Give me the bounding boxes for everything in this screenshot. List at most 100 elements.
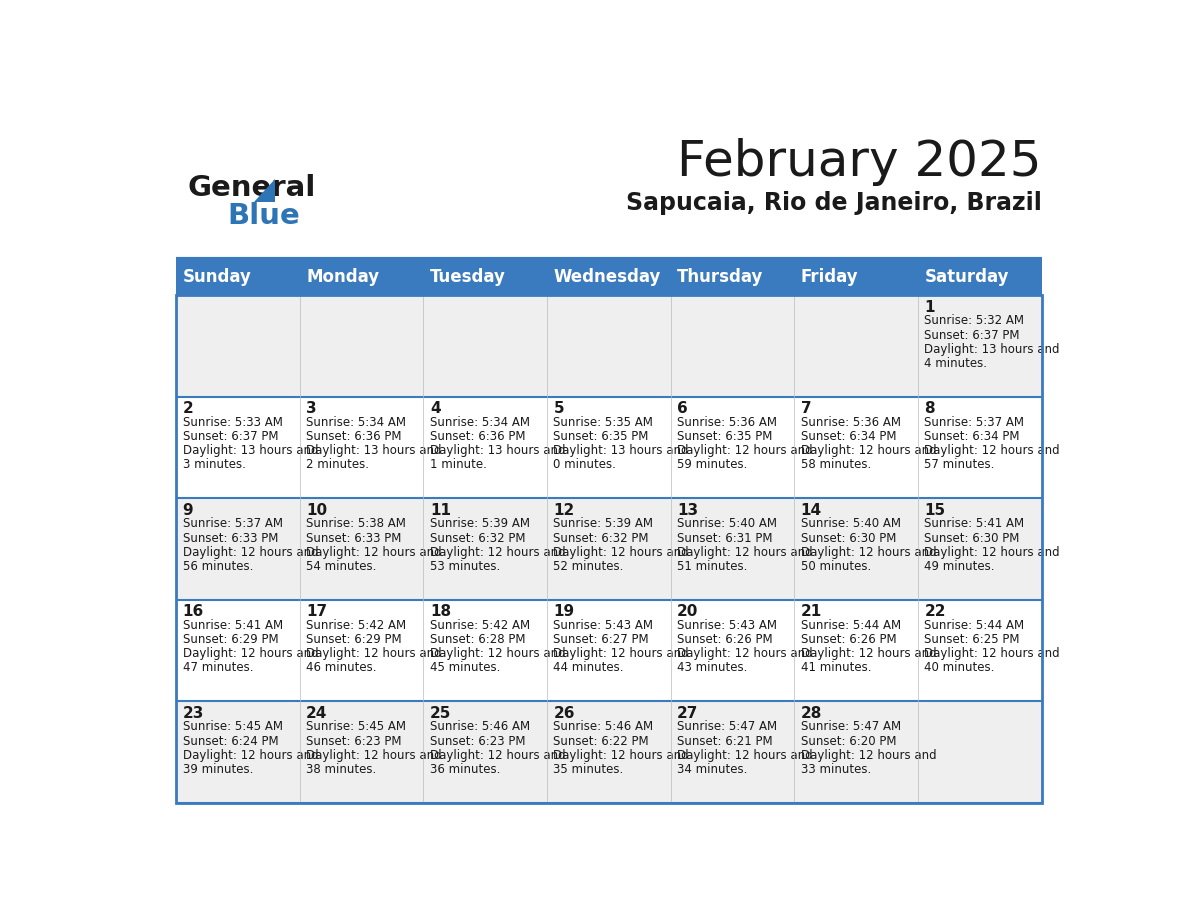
Text: Sunrise: 5:36 AM: Sunrise: 5:36 AM: [677, 416, 777, 429]
Text: Daylight: 12 hours and: Daylight: 12 hours and: [801, 647, 936, 660]
Text: 46 minutes.: 46 minutes.: [307, 661, 377, 675]
Bar: [423, 701, 546, 803]
Text: 28: 28: [801, 706, 822, 721]
Text: Sunset: 6:26 PM: Sunset: 6:26 PM: [801, 633, 897, 646]
Text: Sunset: 6:33 PM: Sunset: 6:33 PM: [307, 532, 402, 544]
Text: General: General: [188, 174, 316, 202]
Bar: [795, 498, 918, 599]
Text: Sunset: 6:32 PM: Sunset: 6:32 PM: [554, 532, 649, 544]
Text: 58 minutes.: 58 minutes.: [801, 458, 871, 471]
Text: Sunset: 6:31 PM: Sunset: 6:31 PM: [677, 532, 772, 544]
Text: Daylight: 12 hours and: Daylight: 12 hours and: [183, 647, 318, 660]
Text: 51 minutes.: 51 minutes.: [677, 560, 747, 573]
Text: Daylight: 13 hours and: Daylight: 13 hours and: [183, 444, 318, 457]
Bar: [795, 296, 918, 397]
Text: Sunrise: 5:42 AM: Sunrise: 5:42 AM: [430, 619, 530, 632]
Text: Monday: Monday: [307, 268, 379, 286]
Text: 1: 1: [924, 299, 935, 315]
Text: 14: 14: [801, 503, 822, 518]
Text: Sunset: 6:21 PM: Sunset: 6:21 PM: [677, 734, 772, 747]
Text: 47 minutes.: 47 minutes.: [183, 661, 253, 675]
Text: 19: 19: [554, 604, 575, 619]
Bar: [671, 498, 795, 599]
Bar: [671, 397, 795, 498]
Text: Blue: Blue: [228, 202, 301, 230]
Polygon shape: [254, 179, 274, 202]
Bar: [546, 701, 671, 803]
Bar: [546, 296, 671, 397]
Text: 22: 22: [924, 604, 946, 619]
Text: 6: 6: [677, 401, 688, 416]
Bar: [546, 397, 671, 498]
Bar: [176, 296, 299, 397]
Text: Sunday: Sunday: [183, 268, 252, 286]
Text: Sunset: 6:25 PM: Sunset: 6:25 PM: [924, 633, 1019, 646]
Text: 56 minutes.: 56 minutes.: [183, 560, 253, 573]
Text: Daylight: 12 hours and: Daylight: 12 hours and: [183, 749, 318, 762]
Text: Sunrise: 5:34 AM: Sunrise: 5:34 AM: [307, 416, 406, 429]
Text: 39 minutes.: 39 minutes.: [183, 763, 253, 776]
Bar: [671, 259, 795, 296]
Text: 2 minutes.: 2 minutes.: [307, 458, 369, 471]
Bar: [423, 296, 546, 397]
Text: 3 minutes.: 3 minutes.: [183, 458, 246, 471]
Text: 53 minutes.: 53 minutes.: [430, 560, 500, 573]
Text: Daylight: 12 hours and: Daylight: 12 hours and: [554, 647, 689, 660]
Text: Sunrise: 5:46 AM: Sunrise: 5:46 AM: [554, 721, 653, 733]
Text: Daylight: 12 hours and: Daylight: 12 hours and: [307, 647, 442, 660]
Bar: [546, 259, 671, 296]
Text: Sunrise: 5:33 AM: Sunrise: 5:33 AM: [183, 416, 283, 429]
Text: Sunrise: 5:35 AM: Sunrise: 5:35 AM: [554, 416, 653, 429]
Text: Daylight: 12 hours and: Daylight: 12 hours and: [801, 749, 936, 762]
Text: Sunset: 6:26 PM: Sunset: 6:26 PM: [677, 633, 772, 646]
Text: 15: 15: [924, 503, 946, 518]
Text: 33 minutes.: 33 minutes.: [801, 763, 871, 776]
Text: Sunrise: 5:39 AM: Sunrise: 5:39 AM: [554, 518, 653, 531]
Text: 35 minutes.: 35 minutes.: [554, 763, 624, 776]
Text: Sunrise: 5:40 AM: Sunrise: 5:40 AM: [677, 518, 777, 531]
Text: Sunrise: 5:32 AM: Sunrise: 5:32 AM: [924, 315, 1024, 328]
Bar: [423, 599, 546, 701]
Text: Sunset: 6:30 PM: Sunset: 6:30 PM: [801, 532, 896, 544]
Bar: [671, 701, 795, 803]
Text: Sunset: 6:37 PM: Sunset: 6:37 PM: [183, 431, 278, 443]
Text: Sunset: 6:33 PM: Sunset: 6:33 PM: [183, 532, 278, 544]
Text: Wednesday: Wednesday: [554, 268, 661, 286]
Text: Sunrise: 5:46 AM: Sunrise: 5:46 AM: [430, 721, 530, 733]
Text: Sunrise: 5:37 AM: Sunrise: 5:37 AM: [183, 518, 283, 531]
Text: Daylight: 13 hours and: Daylight: 13 hours and: [430, 444, 565, 457]
Text: February 2025: February 2025: [677, 139, 1042, 186]
Text: 7: 7: [801, 401, 811, 416]
Text: Daylight: 12 hours and: Daylight: 12 hours and: [677, 545, 813, 559]
Text: Daylight: 12 hours and: Daylight: 12 hours and: [801, 545, 936, 559]
Text: Sunrise: 5:47 AM: Sunrise: 5:47 AM: [677, 721, 777, 733]
Text: 38 minutes.: 38 minutes.: [307, 763, 377, 776]
Text: Daylight: 12 hours and: Daylight: 12 hours and: [554, 545, 689, 559]
Text: Daylight: 12 hours and: Daylight: 12 hours and: [924, 647, 1060, 660]
Bar: [795, 701, 918, 803]
Bar: [423, 259, 546, 296]
Text: Tuesday: Tuesday: [430, 268, 506, 286]
Text: Daylight: 12 hours and: Daylight: 12 hours and: [307, 749, 442, 762]
Text: Daylight: 13 hours and: Daylight: 13 hours and: [307, 444, 442, 457]
Bar: [299, 599, 423, 701]
Text: 25: 25: [430, 706, 451, 721]
Text: Sunrise: 5:41 AM: Sunrise: 5:41 AM: [924, 518, 1024, 531]
Text: Sunset: 6:29 PM: Sunset: 6:29 PM: [307, 633, 402, 646]
Text: 59 minutes.: 59 minutes.: [677, 458, 747, 471]
Text: Sunset: 6:37 PM: Sunset: 6:37 PM: [924, 329, 1019, 341]
Text: 18: 18: [430, 604, 451, 619]
Text: Daylight: 12 hours and: Daylight: 12 hours and: [677, 749, 813, 762]
Text: Sunrise: 5:44 AM: Sunrise: 5:44 AM: [924, 619, 1024, 632]
Text: Daylight: 12 hours and: Daylight: 12 hours and: [430, 647, 565, 660]
Text: Sunrise: 5:40 AM: Sunrise: 5:40 AM: [801, 518, 901, 531]
Text: Saturday: Saturday: [924, 268, 1009, 286]
Text: 4 minutes.: 4 minutes.: [924, 357, 987, 370]
Text: 44 minutes.: 44 minutes.: [554, 661, 624, 675]
Bar: [918, 701, 1042, 803]
Text: Sunset: 6:23 PM: Sunset: 6:23 PM: [430, 734, 525, 747]
Bar: [671, 296, 795, 397]
Text: 34 minutes.: 34 minutes.: [677, 763, 747, 776]
Bar: [176, 296, 1042, 803]
Text: Thursday: Thursday: [677, 268, 764, 286]
